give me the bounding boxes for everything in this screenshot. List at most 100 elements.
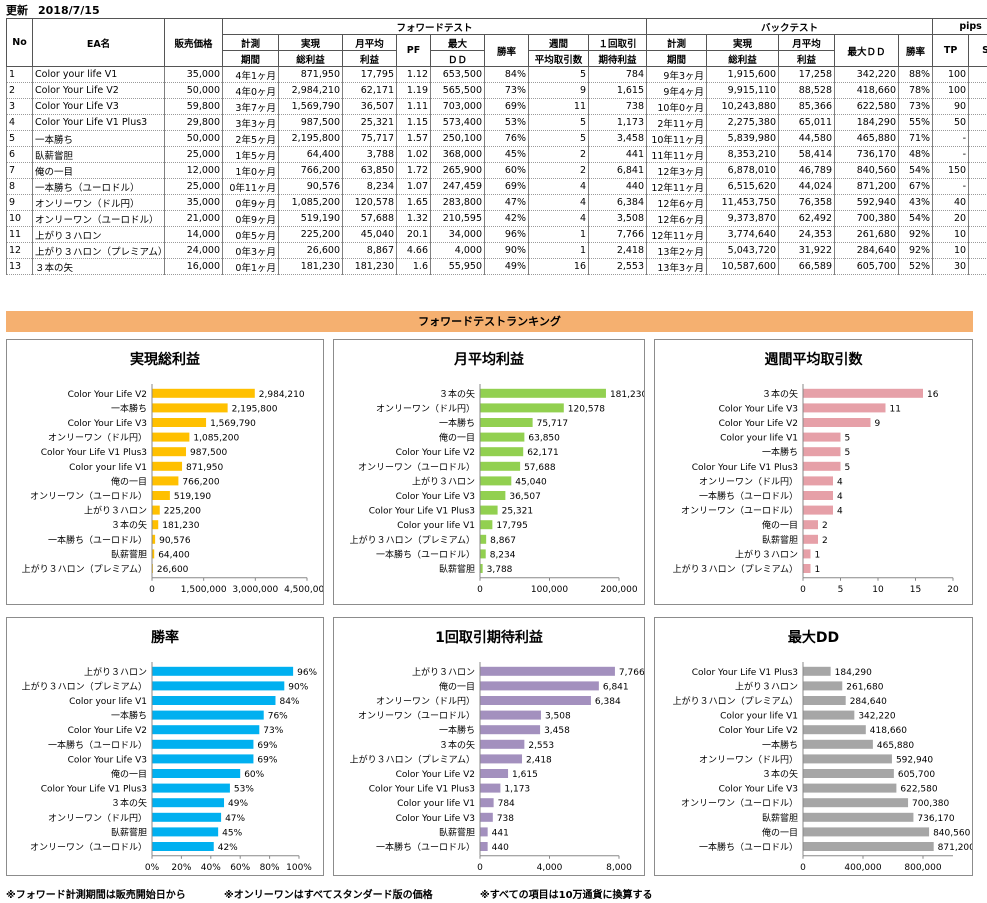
update-date: 更新 2018/7/15 [6, 4, 100, 17]
table-cell: 1 [528, 226, 589, 243]
x-tick-label: 80% [260, 863, 280, 873]
x-tick-label: 200,000 [600, 585, 637, 595]
data-label: 5 [845, 434, 851, 444]
table-cell: 12年11ヶ月 [646, 178, 708, 195]
table-cell: 64,400 [278, 146, 343, 163]
table-cell: 54% [898, 162, 934, 179]
table-cell: オンリーワン（ドル円） [32, 194, 165, 211]
table-cell: 4 [528, 210, 589, 227]
table-cell: 6 [6, 146, 33, 163]
table-cell: 181,230 [278, 258, 343, 275]
table-cell: 8 [6, 178, 33, 195]
table-cell: 9 [6, 194, 33, 211]
x-tick-label: 10 [872, 585, 884, 595]
table-cell: 59,800 [164, 98, 223, 115]
category-label: 一本勝ち [111, 710, 147, 722]
bar [803, 534, 818, 544]
table-cell: 62,171 [342, 82, 397, 99]
bar [803, 666, 831, 676]
data-label: 284,640 [850, 697, 887, 707]
table-cell: 2年5ヶ月 [222, 130, 279, 147]
data-label: 17,795 [496, 521, 528, 531]
table-cell: 10,587,600 [706, 258, 780, 275]
table-cell: オンリーワン（ユーロドル） [32, 210, 165, 227]
data-label: 84% [279, 697, 299, 707]
chart-win-rate: 勝率 上がり３ハロン 96% 上がり３ハロン（プレミアム） 90% Color your … [6, 617, 324, 876]
data-label: 2,984,210 [259, 390, 305, 400]
bar [803, 710, 855, 720]
bar [152, 476, 179, 486]
data-label: 181,230 [162, 521, 199, 531]
category-label: 俺の一目 [762, 519, 798, 531]
data-label: 342,220 [858, 712, 895, 722]
table-cell: 573,400 [430, 114, 485, 131]
table-row: 6 臥薪嘗胆 25,000 1年5ヶ月 64,400 3,788 1.02 368,000 45… [6, 146, 987, 163]
table-cell: 12,000 [164, 162, 223, 179]
table-row: 8 一本勝ち（ユーロドル） 25,000 0年11ヶ月 90,576 8,234 1.07 2… [6, 178, 987, 195]
table-cell: 0年1ヶ月 [222, 258, 279, 275]
chart-total-profit: 実現総利益 Color Your Life V2 2,984,210 一本勝ち 2,19… [6, 339, 324, 605]
data-label: 2,553 [528, 741, 554, 751]
table-cell: 12 [6, 242, 33, 259]
data-label: 441 [492, 828, 509, 838]
table-cell: 上がり３ハロン（プレミアム） [32, 242, 165, 259]
bar [152, 681, 285, 691]
data-label: 784 [498, 799, 515, 809]
table-cell: 1.07 [396, 178, 431, 195]
x-tick-label: 40% [201, 863, 221, 873]
chart-title: 最大DD [788, 629, 839, 646]
table-cell: 45% [484, 146, 529, 163]
table-cell: 6,515,620 [706, 178, 780, 195]
table-cell: 88% [898, 66, 934, 83]
table-cell: 13年3ヶ月 [646, 258, 708, 275]
table-cell: 25,321 [342, 114, 397, 131]
table-cell: 24,000 [164, 242, 223, 259]
bar [480, 710, 541, 720]
data-label: 2 [822, 521, 828, 531]
bar [480, 798, 494, 808]
table-cell: 30 [932, 258, 970, 275]
bar [152, 783, 230, 793]
table-cell: 9,373,870 [706, 210, 780, 227]
data-label: 700,380 [912, 799, 949, 809]
table-cell: 50 [932, 114, 970, 131]
data-label: 25,321 [502, 507, 534, 517]
table-cell: 25,000 [164, 146, 223, 163]
table-cell: 66,589 [778, 258, 836, 275]
table-cell: 3年3ヶ月 [222, 114, 279, 131]
category-label: Color Your Life V2 [396, 770, 475, 780]
table-cell: 11年11ヶ月 [646, 146, 708, 163]
category-label: Color your life V1 [69, 697, 147, 707]
data-label: 261,680 [846, 682, 883, 692]
table-cell: 5,839,980 [706, 130, 780, 147]
table-cell: 16 [528, 258, 589, 275]
category-label: Color Your Life V1 Plus3 [692, 668, 798, 678]
bar [803, 388, 923, 398]
table-cell: 上がり３ハロン [32, 226, 165, 243]
category-label: オンリーワン（ユーロドル） [681, 506, 798, 517]
data-label: 592,940 [896, 755, 933, 765]
table-cell: 90 [968, 162, 987, 179]
table-cell: 2 [528, 162, 589, 179]
bar [152, 447, 187, 457]
bar [803, 681, 843, 691]
data-label: 840,560 [933, 828, 970, 838]
table-cell: 92% [898, 242, 934, 259]
table-cell: 54% [898, 210, 934, 227]
table-cell: 1.72 [396, 162, 431, 179]
bar [480, 505, 498, 515]
bar [803, 549, 811, 559]
header-b-dd: 最大ＤＤ [834, 34, 900, 67]
data-label: 63,850 [528, 434, 560, 444]
table-cell: 62,492 [778, 210, 836, 227]
category-label: Color Your Life V1 Plus3 [41, 785, 147, 795]
table-cell: 34,000 [430, 226, 485, 243]
bar [152, 520, 159, 530]
bar [803, 564, 811, 573]
table-cell: 58,414 [778, 146, 836, 163]
data-label: 738 [497, 814, 514, 824]
bar-chart-svg: 月平均利益 ３本の矢 181,230 オンリーワン（ドル円） 120,578 一本勝ち 75… [350, 351, 644, 595]
category-label: Color Your Life V2 [719, 419, 798, 429]
footer-note-1: ※フォワード計測期間は販売開始日から [6, 890, 186, 901]
